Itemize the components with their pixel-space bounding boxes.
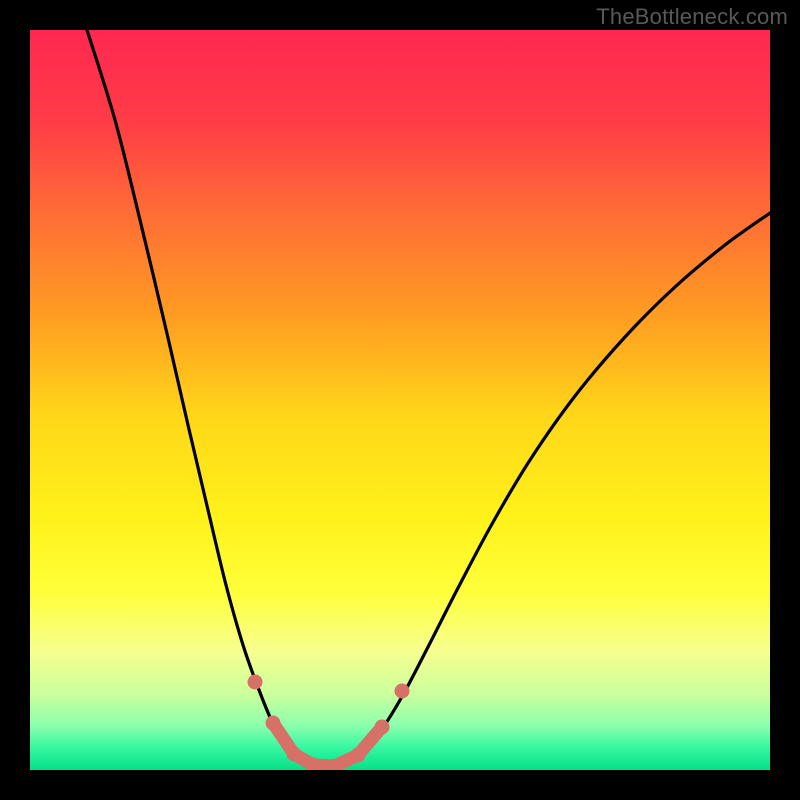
marker-dot — [266, 716, 281, 731]
marker-dot — [248, 675, 263, 690]
watermark-text: TheBottleneck.com — [596, 4, 788, 30]
marker-dot — [287, 747, 302, 762]
markers-layer — [30, 30, 770, 770]
marker-dot — [375, 720, 390, 735]
marker-dot — [395, 684, 410, 699]
plot-area — [30, 30, 770, 770]
marker-dot — [351, 748, 366, 763]
